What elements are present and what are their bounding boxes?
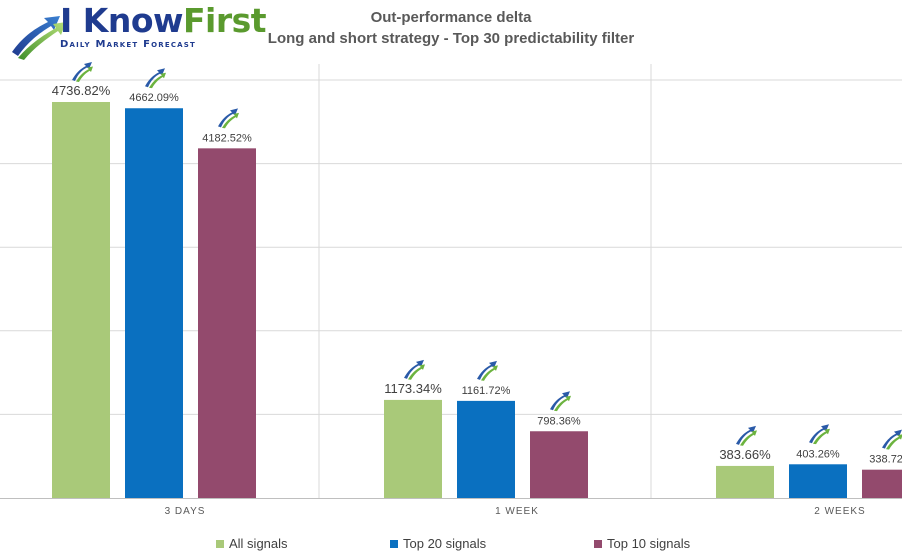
legend-swatch [594,539,602,548]
arrow-logo-icon [809,424,830,445]
logo-tagline: Daily Market Forecast [60,39,196,50]
legend-label: All signals [229,536,288,551]
bar [716,465,774,498]
logo-name-part2: First [183,1,267,40]
legend-label: Top 10 signals [607,536,691,551]
arrow-logo-icon [736,425,757,446]
data-label: 1161.72% [462,385,511,397]
bars [52,102,902,498]
logo-name-part1: I Know [60,1,184,40]
bar [384,399,442,498]
arrow-logo-icon [550,391,571,412]
x-tick-label: 1 WEEK [495,506,539,517]
arrow-logo-icon [404,359,425,380]
data-label: 4182.52% [202,132,252,144]
x-axis: 3 DAYS 1 WEEK 2 WEEKS [0,498,902,517]
legend-label: Top 20 signals [403,536,487,551]
data-label: 403.26% [796,448,840,460]
data-label: 4662.09% [129,92,179,104]
legend: All signals Top 20 signals Top 10 signals [0,536,902,554]
logo-name: I KnowFirst [60,1,267,40]
chart-subtitle: Long and short strategy - Top 30 predict… [267,30,635,47]
arrow-logo-icon [145,68,166,89]
bar [789,464,847,498]
arrow-logo-icon [477,360,498,381]
logo-wordmark: I KnowFirst Daily Market Forecast [60,1,267,51]
data-label: 798.36% [537,415,581,427]
arrow-logo-icon [218,108,239,129]
data-label: 4736.82% [52,83,111,98]
data-label: 1173.34% [384,381,442,396]
chart-title: Out-performance delta [370,9,532,26]
legend-swatch [216,539,224,548]
bar [862,469,902,498]
x-tick-label: 3 DAYS [165,506,206,517]
arrow-logo-icon [882,429,902,450]
legend-item: All signals [216,536,288,551]
data-label: 338.72% [869,454,902,466]
bar [530,431,588,498]
bar [52,102,110,498]
x-tick-label: 2 WEEKS [814,506,865,517]
data-labels: 4736.82% 1173.34% 383.66% 4662.09% 1161.72% 4… [52,62,902,466]
bar [125,108,183,498]
data-label: 383.66% [719,447,771,462]
legend-swatch [390,539,398,548]
chart-title-block: Out-performance delta Long and short str… [0,7,902,49]
i-know-first-logo [12,16,66,60]
legend-item: Top 20 signals [390,536,486,551]
bar [198,148,256,498]
legend-item: Top 10 signals [594,536,690,551]
bar [457,400,515,498]
arrow-logo-icon [72,62,93,82]
